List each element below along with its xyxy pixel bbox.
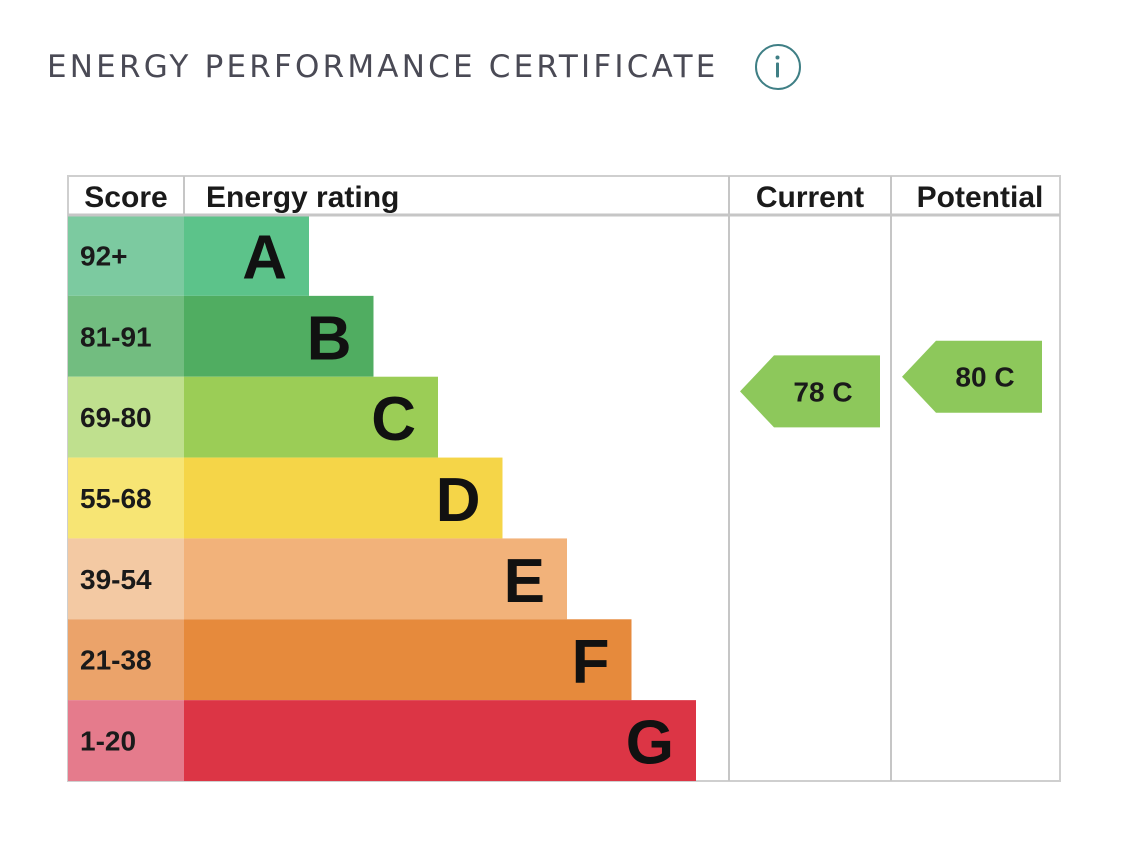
rating-letter-c: C (371, 385, 416, 454)
rating-letter-f: F (572, 628, 610, 697)
rating-bar-e (184, 538, 567, 620)
score-cell-g (68, 700, 184, 781)
score-label-d: 55-68 (80, 483, 152, 514)
score-cell-e (68, 538, 184, 620)
score-label-b: 81-91 (80, 321, 152, 352)
rating-bar-c (184, 376, 438, 458)
rating-bar-f (184, 619, 632, 701)
rating-letter-b: B (307, 304, 352, 373)
rating-letter-g: G (626, 709, 674, 778)
column-header-score: Score (84, 181, 167, 214)
rating-letter-a: A (242, 223, 287, 292)
score-label-g: 1-20 (80, 726, 136, 757)
rating-bar-d (184, 457, 503, 539)
column-header-energy-rating: Energy rating (206, 181, 399, 214)
score-label-f: 21-38 (80, 645, 152, 676)
epc-header: ENERGY PERFORMANCE CERTIFICATE (47, 44, 801, 90)
column-header-potential: Potential (917, 181, 1044, 214)
score-cell-a (68, 215, 184, 296)
info-icon[interactable] (754, 44, 801, 90)
rating-bar-g (184, 700, 696, 781)
score-label-a: 92+ (80, 240, 128, 271)
score-label-c: 69-80 (80, 402, 152, 433)
score-label-e: 39-54 (80, 564, 152, 595)
rating-bar-a (184, 215, 309, 296)
score-cell-f (68, 619, 184, 701)
page-title: ENERGY PERFORMANCE CERTIFICATE (47, 49, 719, 85)
rating-letter-d: D (436, 466, 481, 535)
score-cell-c (68, 376, 184, 458)
potential-rating-label: 80 C (955, 362, 1014, 393)
current-rating-arrow (740, 355, 880, 428)
score-cell-b (68, 295, 184, 377)
score-cell-d (68, 457, 184, 539)
rating-bar-b (184, 295, 374, 377)
current-rating-label: 78 C (793, 376, 852, 407)
column-header-current: Current (756, 181, 864, 214)
potential-rating-arrow (902, 340, 1042, 413)
rating-letter-e: E (504, 547, 545, 616)
